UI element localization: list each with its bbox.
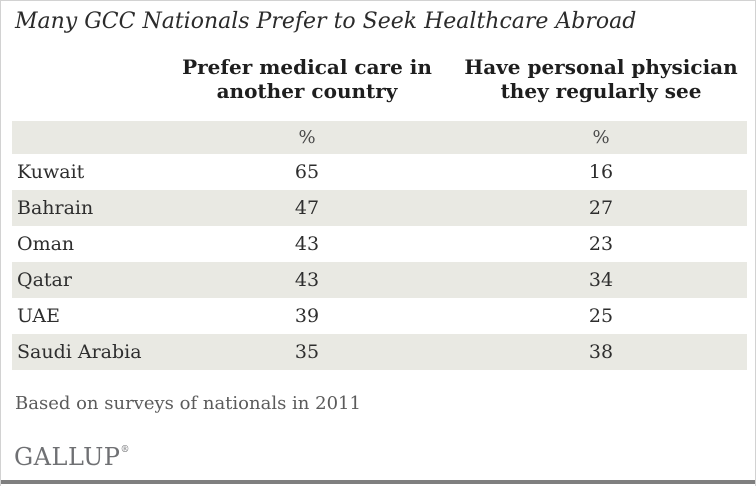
figure-title: Many GCC Nationals Prefer to Seek Health… — [15, 9, 637, 34]
country-label: Bahrain — [17, 197, 94, 219]
table-row-saudi-arabia: Saudi Arabia 35 38 — [12, 334, 747, 370]
column-header-line: they regularly see — [500, 79, 702, 103]
table-row-kuwait: Kuwait 65 16 — [12, 154, 747, 190]
value-personal-physician: 34 — [588, 269, 614, 291]
row-label-column-spacer — [12, 55, 182, 103]
value-personal-physician: 16 — [588, 161, 614, 183]
table-row-uae: UAE 39 25 — [12, 298, 747, 334]
value-personal-physician: 27 — [588, 197, 614, 219]
gallup-logo: GALLUP® — [14, 443, 130, 471]
country-label: Saudi Arabia — [17, 341, 142, 363]
unit-percent-col1: % — [298, 127, 316, 148]
value-prefer-care: 65 — [294, 161, 320, 183]
column-headers: Prefer medical care in another country H… — [12, 55, 747, 103]
gallup-logo-text: GALLUP — [14, 443, 121, 471]
column-header-prefer-care-abroad: Prefer medical care in another country — [182, 55, 432, 103]
value-personal-physician: 38 — [588, 341, 614, 363]
column-header-line: Have personal physician — [464, 55, 738, 79]
value-prefer-care: 35 — [294, 341, 320, 363]
column-header-line: another country — [216, 79, 398, 103]
country-label: Qatar — [17, 269, 72, 291]
value-prefer-care: 39 — [294, 305, 320, 327]
table-row-qatar: Qatar 43 34 — [12, 262, 747, 298]
survey-footnote: Based on surveys of nationals in 2011 — [15, 393, 361, 414]
registered-trademark-icon: ® — [120, 445, 130, 455]
data-table: % % Kuwait 65 16 Bahrain 47 27 Oman 43 2… — [12, 121, 747, 370]
table-row-oman: Oman 43 23 — [12, 226, 747, 262]
country-label: Oman — [17, 233, 75, 255]
table-row-bahrain: Bahrain 47 27 — [12, 190, 747, 226]
value-prefer-care: 43 — [294, 233, 320, 255]
value-personal-physician: 23 — [588, 233, 614, 255]
bottom-accent-bar — [1, 480, 755, 484]
column-header-personal-physician: Have personal physician they regularly s… — [432, 55, 747, 103]
unit-row: % % — [12, 121, 747, 154]
column-header-line: Prefer medical care in — [182, 55, 432, 79]
value-personal-physician: 25 — [588, 305, 614, 327]
country-label: Kuwait — [17, 161, 85, 183]
unit-percent-col2: % — [592, 127, 610, 148]
value-prefer-care: 47 — [294, 197, 320, 219]
country-label: UAE — [17, 305, 61, 327]
value-prefer-care: 43 — [294, 269, 320, 291]
